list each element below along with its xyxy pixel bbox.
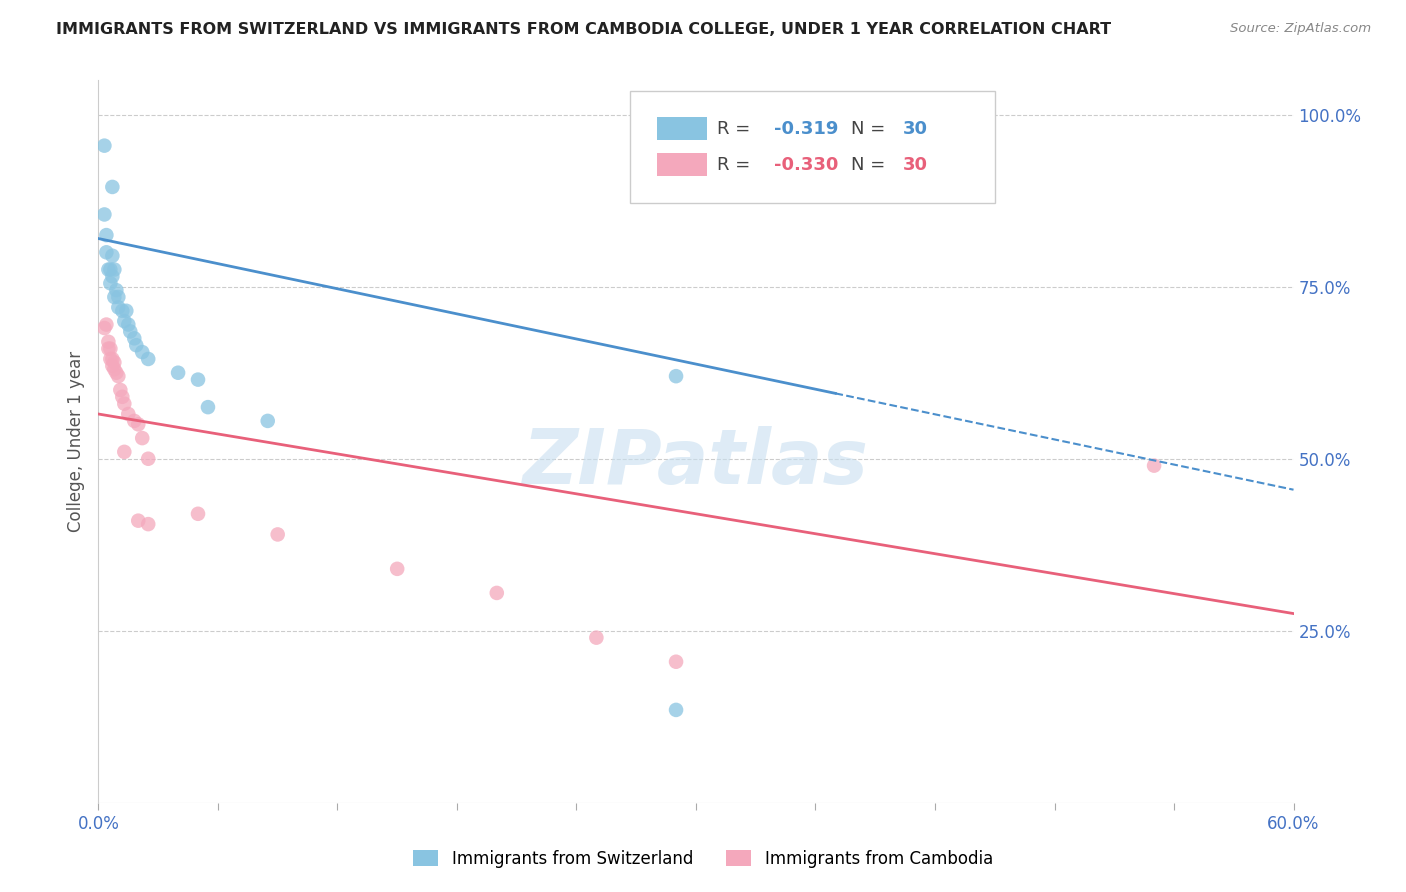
Point	[267, 527, 290, 541]
Point	[97, 342, 120, 356]
Point	[101, 269, 124, 284]
Text: ZIPatlas: ZIPatlas	[523, 426, 869, 500]
Point	[101, 351, 124, 366]
Point	[101, 359, 124, 373]
Point	[96, 318, 118, 332]
Point	[103, 362, 125, 376]
Point	[97, 262, 120, 277]
Point	[115, 303, 138, 318]
Point	[97, 334, 120, 349]
Point	[665, 703, 688, 717]
Text: -0.330: -0.330	[773, 156, 838, 174]
Point	[131, 431, 153, 445]
Point	[96, 228, 118, 243]
Point	[665, 369, 688, 384]
Point	[98, 351, 122, 366]
Point	[197, 400, 219, 414]
Point	[93, 207, 115, 221]
Point	[96, 245, 118, 260]
Point	[385, 562, 409, 576]
Text: 30: 30	[903, 120, 928, 137]
Point	[1143, 458, 1166, 473]
Point	[585, 631, 607, 645]
Point	[167, 366, 190, 380]
Point	[103, 290, 125, 304]
Point	[111, 303, 134, 318]
Text: -0.319: -0.319	[773, 120, 838, 137]
Point	[665, 655, 688, 669]
Point	[101, 249, 124, 263]
Point	[101, 180, 124, 194]
Bar	[657, 153, 707, 177]
Point	[187, 373, 209, 387]
Text: 30: 30	[903, 156, 928, 174]
Point	[125, 338, 148, 352]
Point	[105, 366, 128, 380]
Point	[107, 369, 129, 384]
Point	[110, 383, 132, 397]
Point	[98, 262, 122, 277]
Point	[187, 507, 209, 521]
Point	[124, 331, 146, 345]
Point	[112, 445, 135, 459]
Legend: Immigrants from Switzerland, Immigrants from Cambodia: Immigrants from Switzerland, Immigrants …	[406, 844, 1000, 875]
Point	[107, 301, 129, 315]
Point	[136, 517, 159, 532]
Point	[117, 407, 139, 421]
Text: N =: N =	[852, 120, 891, 137]
Point	[111, 390, 134, 404]
Point	[117, 318, 139, 332]
Point	[103, 355, 125, 369]
Point	[98, 342, 122, 356]
Point	[127, 417, 149, 432]
Text: N =: N =	[852, 156, 891, 174]
Point	[112, 314, 135, 328]
Bar	[657, 117, 707, 140]
Text: R =: R =	[717, 156, 756, 174]
Point	[107, 290, 129, 304]
Point	[256, 414, 278, 428]
Text: R =: R =	[717, 120, 756, 137]
Point	[131, 345, 153, 359]
Point	[105, 283, 128, 297]
Point	[93, 321, 115, 335]
Text: Source: ZipAtlas.com: Source: ZipAtlas.com	[1230, 22, 1371, 36]
Point	[124, 414, 146, 428]
Point	[485, 586, 508, 600]
Point	[136, 451, 159, 466]
Point	[98, 277, 122, 291]
Point	[103, 262, 125, 277]
FancyBboxPatch shape	[630, 91, 995, 203]
Text: IMMIGRANTS FROM SWITZERLAND VS IMMIGRANTS FROM CAMBODIA COLLEGE, UNDER 1 YEAR CO: IMMIGRANTS FROM SWITZERLAND VS IMMIGRANT…	[56, 22, 1111, 37]
Y-axis label: College, Under 1 year: College, Under 1 year	[66, 351, 84, 533]
Point	[136, 351, 159, 366]
Point	[112, 397, 135, 411]
Point	[127, 514, 149, 528]
Point	[120, 325, 142, 339]
Point	[93, 138, 115, 153]
